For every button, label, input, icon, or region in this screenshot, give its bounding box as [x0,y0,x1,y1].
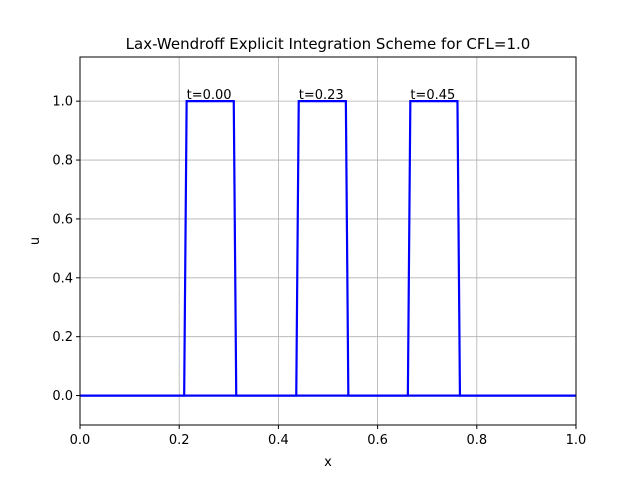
annotations: t=0.00 t=0.23 t=0.45 [187,88,456,103]
x-tick-label: 1.0 [566,433,587,448]
time-annotation-2: t=0.45 [410,88,455,103]
y-tick-label: 1.0 [52,95,73,110]
chart-title: Lax-Wendroff Explicit Integration Scheme… [126,35,531,53]
x-axis-label: x [324,455,332,470]
series-lines [80,100,576,397]
plot-frame [79,56,577,426]
y-axis-label: u [28,237,43,245]
series-line-2 [80,100,576,397]
axis-ticks: 0.0 0.2 0.4 0.6 0.8 1.0 0.0 0.2 0.4 0.6 0.8 1.0 [52,95,586,448]
y-tick-label: 0.0 [52,389,73,404]
time-annotation-0: t=0.00 [187,88,232,103]
x-tick-label: 0.4 [268,433,289,448]
x-tick-label: 0.6 [367,433,388,448]
x-tick-label: 0.0 [70,433,91,448]
x-tick-label: 0.8 [466,433,487,448]
y-tick-label: 0.2 [52,330,73,345]
y-tick-label: 0.4 [52,271,73,286]
y-tick-label: 0.8 [52,154,73,169]
time-annotation-1: t=0.23 [299,88,344,103]
y-tick-label: 0.6 [52,212,73,227]
x-tick-label: 0.2 [169,433,190,448]
